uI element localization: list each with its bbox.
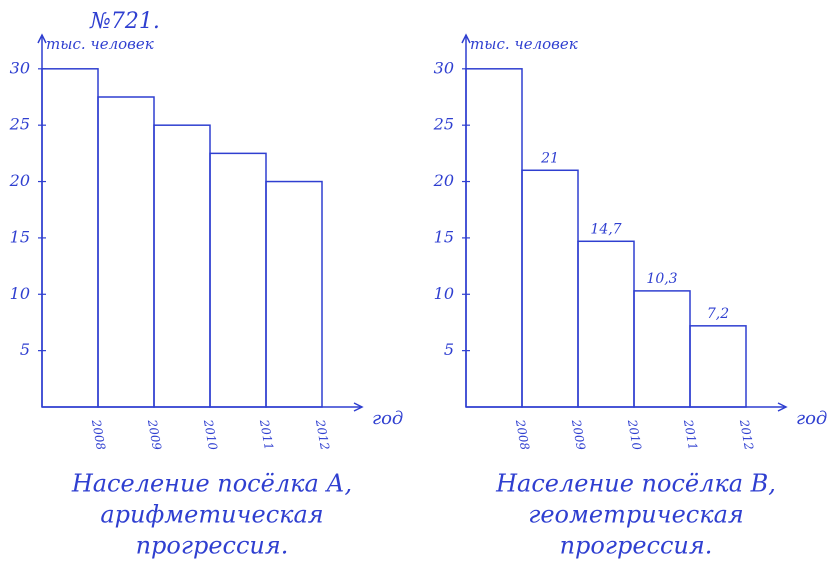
y-tick-label: 20	[9, 171, 30, 190]
value-label: 21	[540, 150, 559, 166]
x-axis-arrow	[777, 402, 788, 412]
x-tick-label: 2011	[257, 418, 276, 451]
y-tick-label: 30	[10, 58, 30, 77]
bar	[465, 68, 523, 408]
bar	[153, 124, 211, 408]
page-title: №721.	[89, 9, 160, 34]
caption: геометрическая	[528, 501, 744, 529]
y-axis-arrow	[37, 33, 47, 44]
x-tick-label: 2011	[681, 418, 700, 451]
bar	[265, 180, 323, 408]
caption: прогрессия.	[136, 532, 289, 560]
x-axis-label: год	[372, 408, 403, 429]
y-tick-label: 10	[10, 284, 30, 303]
x-tick-label: 2010	[201, 418, 220, 452]
y-tick-label: 15	[434, 227, 454, 246]
x-axis-arrow	[353, 402, 364, 412]
bar	[633, 290, 691, 408]
value-label: 14,7	[590, 221, 621, 237]
y-axis-label: тыс. человек	[46, 35, 154, 53]
bar	[689, 325, 747, 408]
caption: Население посёлка А,	[71, 470, 352, 498]
y-tick-label: 25	[433, 115, 454, 134]
x-tick-label: 2009	[145, 418, 164, 452]
y-tick-label: 20	[433, 171, 454, 190]
value-label: 10,3	[646, 271, 677, 287]
caption: арифметическая	[100, 501, 323, 529]
bar	[41, 68, 99, 408]
caption: Население посёлка В,	[495, 470, 776, 498]
y-tick-label: 5	[444, 340, 454, 359]
y-axis-arrow	[461, 33, 471, 44]
bar	[577, 240, 635, 408]
x-tick-label: 2012	[737, 418, 756, 451]
x-tick-label: 2010	[625, 418, 644, 452]
caption: прогрессия.	[560, 532, 713, 560]
x-tick-label: 2008	[513, 418, 532, 452]
x-axis-label: год	[796, 408, 827, 429]
value-label: 7,2	[707, 306, 729, 322]
x-tick-label: 2008	[89, 418, 108, 452]
y-tick-label: 15	[10, 227, 30, 246]
bar	[209, 152, 267, 408]
bar	[521, 169, 579, 408]
x-tick-label: 2009	[569, 418, 588, 452]
x-tick-label: 2012	[313, 418, 332, 451]
y-axis-label: тыс. человек	[470, 35, 578, 53]
bar	[97, 96, 155, 408]
y-tick-label: 10	[434, 284, 454, 303]
y-tick-label: 5	[20, 340, 30, 359]
y-tick-label: 30	[434, 58, 454, 77]
y-tick-label: 25	[9, 115, 30, 134]
